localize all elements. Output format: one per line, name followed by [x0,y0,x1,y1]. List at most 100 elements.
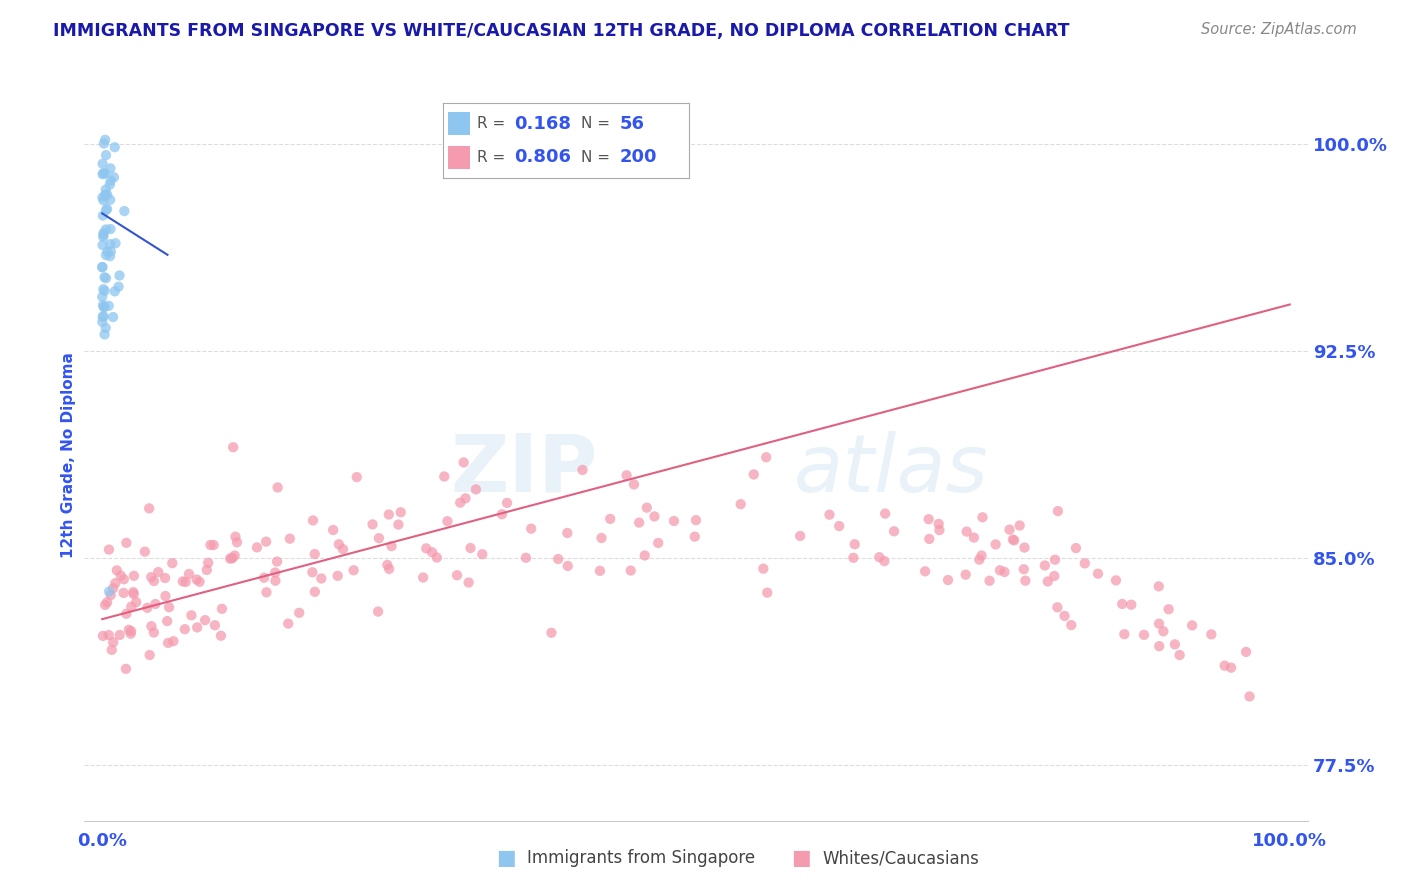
Text: N =: N = [581,116,614,131]
Point [1001,533,1024,547]
Text: IMMIGRANTS FROM SINGAPORE VS WHITE/CAUCASIAN 12TH GRADE, NO DIPLOMA CORRELATION : IMMIGRANTS FROM SINGAPORE VS WHITE/CAUCA… [53,22,1070,40]
Point [1164,637,1187,651]
Text: atlas: atlas [794,431,988,508]
Point [389,505,412,519]
Text: Immigrants from Singapore: Immigrants from Singapore [527,849,755,867]
Point [1157,602,1180,616]
Point [547,552,569,566]
Point [557,526,579,541]
Point [100,222,122,236]
Point [264,566,287,580]
Point [1105,574,1128,588]
Point [153,571,176,585]
Point [1036,574,1059,589]
Point [918,532,941,546]
Point [186,573,208,587]
Point [148,565,170,579]
Point [211,602,233,616]
Point [188,574,211,589]
Point [914,564,936,578]
Point [91,209,114,223]
Point [138,501,160,516]
Point [209,629,232,643]
Point [1121,598,1143,612]
Point [415,541,437,556]
Point [1043,553,1066,567]
Point [979,574,1001,588]
Text: N =: N = [581,150,614,165]
Point [1008,518,1031,533]
Point [138,648,160,662]
Point [96,595,118,609]
Point [125,595,148,609]
Text: Whites/Caucasians: Whites/Caucasians [823,849,980,867]
Point [120,624,142,639]
Point [91,157,114,171]
Point [94,203,117,218]
Point [91,260,114,274]
Point [1046,600,1069,615]
Point [1114,627,1136,641]
Point [844,537,866,551]
Point [1014,541,1036,555]
Point [91,298,114,312]
Point [346,470,368,484]
Point [112,204,135,219]
Point [264,574,287,588]
Point [219,551,242,566]
Point [162,556,184,570]
Point [94,248,117,262]
Point [343,563,366,577]
Point [221,551,243,566]
Point [141,570,163,584]
Point [988,563,1011,577]
Point [98,237,121,252]
Text: 56: 56 [620,115,645,133]
Point [591,531,613,545]
Point [112,586,135,600]
Point [818,508,841,522]
Point [202,538,225,552]
Point [94,598,117,612]
Point [222,440,245,454]
Point [471,547,494,561]
Point [115,536,138,550]
Point [93,270,115,285]
Point [180,608,202,623]
Point [91,282,114,296]
Point [436,514,458,528]
Point [91,310,114,324]
Point [426,550,449,565]
Point [145,597,167,611]
Text: ■: ■ [496,848,516,868]
Point [1234,645,1257,659]
Point [112,572,135,586]
Point [742,467,765,482]
Point [302,513,325,527]
Point [91,166,114,180]
Point [515,550,537,565]
Point [162,634,184,648]
Point [1181,618,1204,632]
Point [496,496,519,510]
Point [100,161,122,176]
Point [993,565,1015,579]
Point [104,236,127,251]
Point [1043,569,1066,583]
Point [367,605,389,619]
Point [256,585,278,599]
Point [969,552,991,566]
Point [616,468,638,483]
Point [93,310,115,324]
Point [94,271,117,285]
Point [628,516,651,530]
Point [91,238,114,252]
Point [173,622,195,636]
Point [647,536,669,550]
Point [571,463,593,477]
Point [557,558,579,573]
Point [97,628,120,642]
Text: 0.168: 0.168 [515,115,571,133]
Point [197,556,219,570]
Point [1147,616,1170,631]
